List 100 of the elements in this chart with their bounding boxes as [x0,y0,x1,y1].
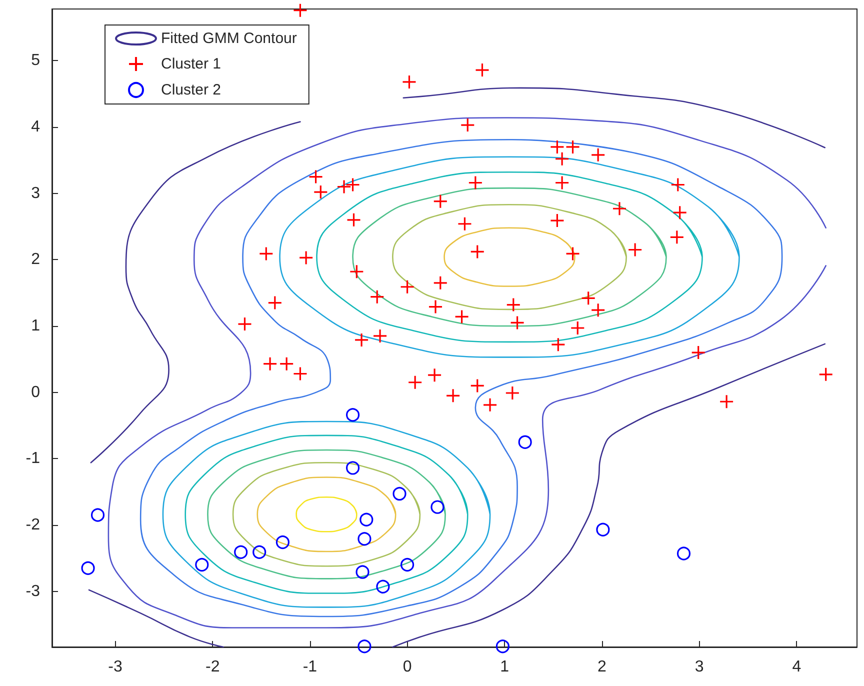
point [590,302,606,318]
point [268,296,282,310]
line-series [90,121,301,464]
x-tick-label: 3 [694,658,704,676]
point [818,367,834,382]
point [430,500,444,514]
point [474,62,490,78]
point [550,337,566,352]
point [234,545,248,559]
point [482,398,498,412]
point [427,368,442,382]
y-tick-label: -3 [26,582,40,600]
line-series [352,187,667,327]
point [460,118,475,132]
x-tick-label: 2 [598,658,607,676]
point [457,216,472,232]
x-tick-label: -1 [302,658,318,676]
point [372,328,388,344]
x-tick-label: -3 [108,658,122,676]
point [400,280,415,294]
point [402,74,417,90]
point [554,152,570,166]
point [370,290,384,304]
point [358,640,372,654]
point [313,184,328,200]
point [400,558,414,572]
legend-label: Cluster 2 [161,82,222,98]
line-series [88,589,224,648]
point [346,461,360,475]
point [719,394,734,409]
x-tick-label: 4 [792,658,802,676]
y-tick-label: 4 [31,118,40,136]
point [506,297,521,312]
point [292,3,308,18]
line-series [392,343,826,648]
point [346,408,360,422]
line-series [184,434,468,594]
point [470,244,485,260]
point [454,309,470,324]
point [356,565,370,579]
point [670,230,684,244]
point [628,242,642,258]
point [81,561,95,575]
point [590,148,606,162]
y-tick-label: 5 [31,52,40,70]
point [308,169,324,184]
point [554,175,570,190]
point [672,205,688,220]
point [358,532,372,546]
point [428,299,443,314]
point [252,545,266,559]
point [565,140,580,154]
point [354,332,369,348]
point [468,175,483,190]
line-series [296,496,358,532]
point [346,212,362,228]
point [676,546,691,560]
point [550,140,564,154]
point [376,580,390,594]
point [496,640,510,654]
line-series [316,172,703,343]
point [360,512,374,526]
legend-label: Fitted GMM Contour [161,30,297,47]
y-tick-label: 1 [31,318,40,335]
point [195,558,209,572]
point [345,177,360,192]
point [279,356,294,372]
x-tick-label: 1 [500,658,510,676]
point [565,246,580,262]
line-series [207,449,446,580]
y-tick-label: -1 [26,450,40,468]
line-series [140,139,783,618]
point [550,213,564,228]
line-series [392,204,627,310]
line-series [402,87,826,148]
line-series [279,156,740,358]
point [262,356,278,372]
point [292,366,308,382]
x-tick-label: -2 [205,658,220,676]
point [392,487,406,501]
point [596,522,610,536]
line-series [232,462,421,567]
point [581,290,596,306]
point [446,388,460,403]
point [691,345,706,360]
x-tick-label: 0 [402,658,412,676]
point [518,435,532,449]
y-tick-label: 2 [31,251,40,268]
point [612,201,627,216]
y-tick-label: 0 [31,384,40,401]
point [570,320,585,336]
line-series [256,476,396,552]
point [670,177,686,192]
y-tick-label: -2 [26,516,40,534]
point [276,535,290,550]
point [408,375,422,390]
point [298,250,314,265]
line-series [444,227,576,287]
point [505,386,520,400]
point [433,276,448,290]
